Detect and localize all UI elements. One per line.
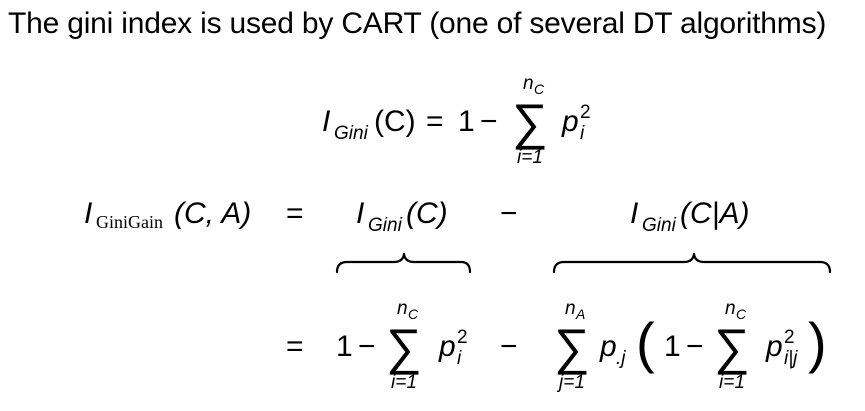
eq1-sum-upper-limit: n: [523, 73, 534, 94]
eq1-minus-sign: −: [480, 105, 498, 138]
eq3-minus-b: −: [686, 330, 704, 363]
eq3-sum-c-upper-limit: n: [725, 298, 736, 319]
gini-gain-equation: I GiniGain (C, A) = I Gini (C) − I Gini …: [84, 197, 832, 274]
gini-gain-expanded-equation: = 1 − ∑ n C i=1 p i 2 − ∑ n A j=1 p .j (…: [286, 298, 827, 393]
eq1-probability-exponent: 2: [580, 102, 591, 123]
gini-index-equation: I Gini (C) = 1 − ∑ n C i=1 p i 2: [322, 73, 591, 168]
eq2-lhs-argument: (C, A): [174, 197, 251, 230]
eq2-term1-argument: (C): [406, 197, 448, 230]
eq3-probability-c-subscript: i|j: [784, 348, 798, 369]
eq3-sum-b-lower-limit: j=1: [556, 372, 585, 393]
eq3-equals-sign: =: [286, 330, 304, 363]
eq1-lhs-argument: (C): [374, 105, 416, 138]
eq3-probability-a: p: [438, 330, 456, 363]
eq3-right-parenthesis: ): [808, 311, 827, 374]
eq3-probability-b: p: [599, 330, 617, 363]
slide-title: The gini index is used by CART (one of s…: [8, 7, 827, 40]
eq1-sum-lower-limit: i=1: [517, 147, 543, 168]
eq3-probability-c-exponent: 2: [784, 327, 795, 348]
eq3-summation-b: ∑: [554, 319, 590, 375]
underbrace-left: [335, 252, 472, 274]
eq3-sum-c-lower-limit: i=1: [719, 372, 745, 393]
eq3-sum-a-lower-limit: i=1: [391, 372, 417, 393]
eq2-term2-argument: (C|A): [680, 197, 749, 230]
eq3-one-b: 1: [664, 330, 681, 363]
eq3-one-a: 1: [336, 330, 353, 363]
eq1-sum-upper-subscript: C: [534, 81, 545, 97]
eq3-summation-a: ∑: [386, 319, 422, 375]
eq3-summation-c: ∑: [714, 319, 750, 375]
eq3-probability-c: p: [765, 330, 783, 363]
eq3-sum-b-upper-limit: n: [565, 298, 576, 319]
eq1-one: 1: [458, 105, 475, 138]
eq3-minus-middle: −: [500, 330, 518, 363]
eq3-probability-a-exponent: 2: [457, 327, 468, 348]
eq3-probability-a-subscript: i: [457, 348, 462, 369]
eq1-probability-p: p: [561, 105, 579, 138]
eq2-term2-symbol: I: [630, 197, 638, 230]
eq2-lhs-subscript: GiniGain: [96, 212, 163, 232]
eq1-lhs-subscript: Gini: [334, 123, 369, 144]
eq2-minus-sign: −: [500, 197, 518, 230]
eq3-sum-b-upper-subscript: A: [575, 306, 585, 322]
eq3-sum-c-upper-subscript: C: [736, 306, 747, 322]
eq3-sum-a-upper-limit: n: [397, 298, 408, 319]
eq2-term1-subscript: Gini: [368, 215, 403, 236]
eq3-sum-a-upper-subscript: C: [408, 306, 419, 322]
underbrace-right: [552, 252, 832, 274]
eq2-term2-subscript: Gini: [642, 215, 677, 236]
eq3-minus-a: −: [358, 330, 376, 363]
eq1-probability-subscript: i: [580, 123, 585, 144]
eq1-summation-symbol: ∑: [512, 94, 548, 150]
eq2-lhs-symbol: I: [84, 197, 92, 230]
eq3-left-parenthesis: (: [636, 311, 655, 374]
eq1-lhs-symbol: I: [322, 105, 330, 138]
eq2-term1-symbol: I: [356, 197, 364, 230]
eq1-equals-sign: =: [426, 105, 444, 138]
eq3-probability-b-subscript: .j: [616, 348, 626, 369]
eq2-equals-sign: =: [286, 197, 304, 230]
